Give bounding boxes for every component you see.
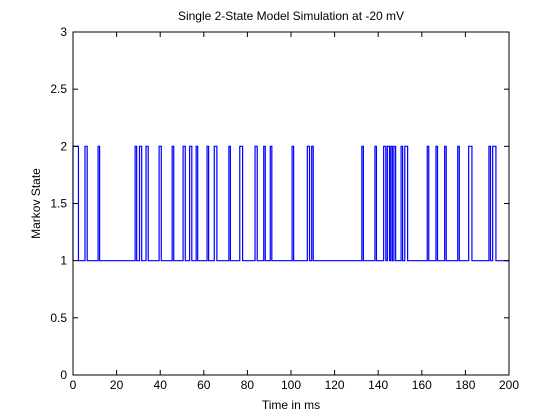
- x-tick-label: 180: [455, 378, 475, 392]
- x-tick-label: 60: [197, 378, 211, 392]
- x-tick-label: 100: [281, 378, 301, 392]
- x-tick-label: 160: [412, 378, 432, 392]
- y-tick-label: 0.5: [50, 311, 67, 325]
- x-tick-label: 200: [499, 378, 519, 392]
- y-tick-label: 1.5: [50, 197, 67, 211]
- y-tick-label: 1: [60, 254, 67, 268]
- x-axis-label: Time in ms: [262, 398, 320, 412]
- y-tick-label: 0: [60, 368, 67, 382]
- x-tick-label: 140: [368, 378, 388, 392]
- plot-area: [73, 32, 509, 375]
- x-tick-label: 120: [325, 378, 345, 392]
- x-axis: 0 20 40 60 80 100 120 140 160 180 200: [70, 32, 519, 392]
- y-axis: 0 0.5 1 1.5 2 2.5 3: [50, 25, 509, 382]
- y-axis-label: Markov State: [29, 168, 43, 239]
- y-tick-label: 2: [60, 139, 67, 153]
- x-tick-label: 40: [154, 378, 168, 392]
- chart-title: Single 2-State Model Simulation at -20 m…: [178, 9, 404, 23]
- x-tick-label: 20: [110, 378, 124, 392]
- markov-state-series-line: [72, 145, 509, 262]
- series-layer: [72, 145, 509, 262]
- y-tick-label: 2.5: [50, 82, 67, 96]
- y-tick-label: 3: [60, 25, 67, 39]
- x-tick-label: 80: [241, 378, 255, 392]
- x-tick-label: 0: [70, 378, 77, 392]
